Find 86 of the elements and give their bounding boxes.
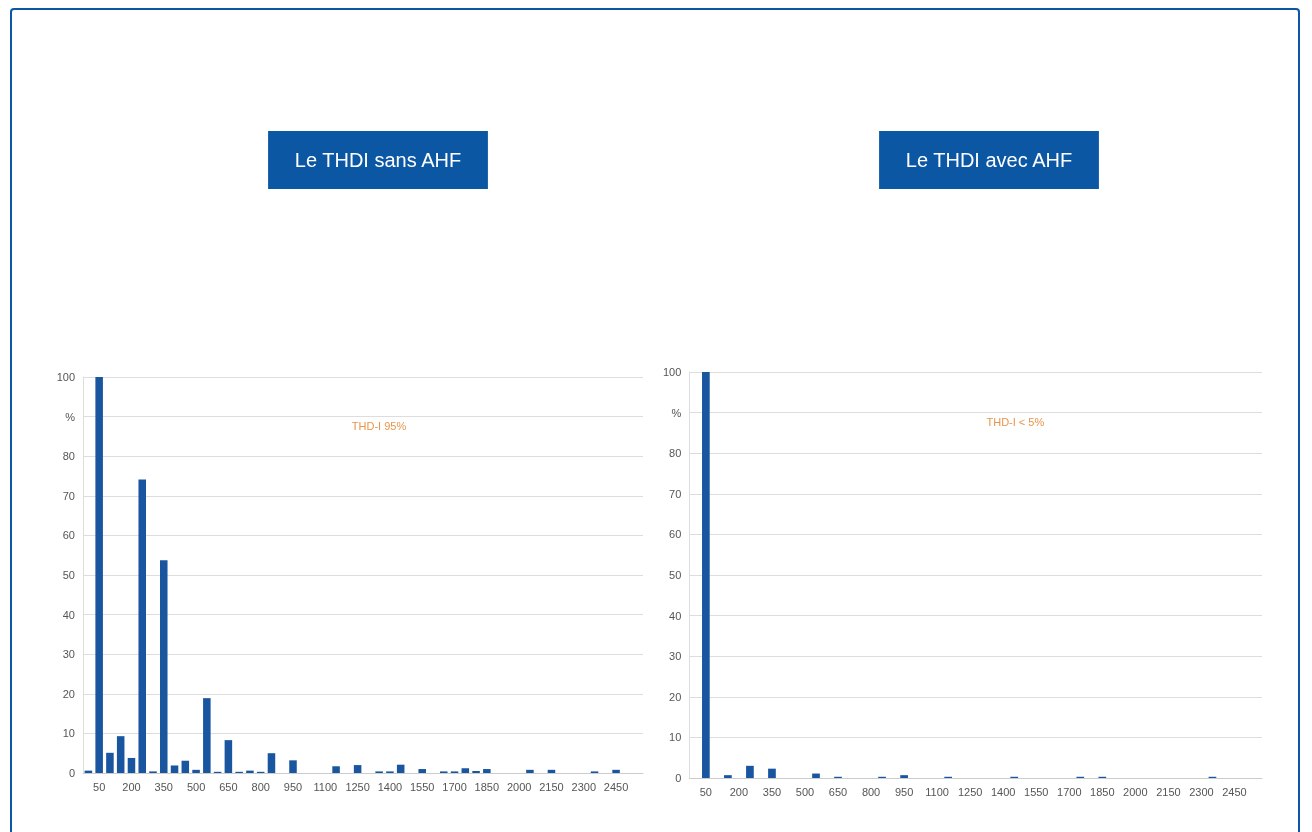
x-tick-label: 1400 bbox=[990, 785, 1016, 798]
annotation: THD-I 95% bbox=[351, 420, 407, 433]
bar bbox=[461, 768, 470, 773]
bar bbox=[203, 698, 211, 773]
bar bbox=[160, 560, 168, 773]
x-tick-label: 2300 bbox=[1189, 785, 1214, 798]
y-tick-label: 100 bbox=[662, 366, 682, 378]
x-tick-label: 2150 bbox=[1156, 785, 1181, 798]
y-tick-label: 50 bbox=[62, 569, 75, 581]
bar bbox=[702, 372, 710, 778]
x-tick-label: 800 bbox=[251, 780, 270, 793]
x-tick-label: 200 bbox=[122, 780, 141, 793]
bar bbox=[181, 760, 190, 773]
y-tick-label: 30 bbox=[669, 650, 682, 663]
bar bbox=[127, 757, 136, 773]
bar bbox=[746, 765, 754, 778]
x-tick-label: 950 bbox=[894, 785, 914, 798]
y-tick-label: 80 bbox=[62, 450, 75, 463]
bar bbox=[768, 768, 776, 778]
y-tick-label: 60 bbox=[669, 528, 682, 541]
x-tick-label: 500 bbox=[795, 785, 815, 798]
bar bbox=[192, 769, 200, 773]
chart-title: Le THDI sans AHF bbox=[294, 149, 462, 171]
x-tick-label: 350 bbox=[154, 780, 173, 793]
x-tick-label: 650 bbox=[828, 785, 848, 798]
x-tick-label: 1250 bbox=[957, 785, 983, 798]
bar bbox=[526, 769, 534, 773]
y-tick-label: 60 bbox=[62, 529, 75, 542]
y-tick-label: 70 bbox=[62, 489, 75, 502]
y-tick-label: 40 bbox=[669, 609, 682, 622]
x-tick-label: 1100 bbox=[925, 785, 949, 798]
x-tick-label: 1700 bbox=[1057, 785, 1082, 798]
x-tick-label: 1550 bbox=[1024, 785, 1049, 798]
x-tick-label: 2300 bbox=[571, 780, 597, 793]
y-tick-label: 20 bbox=[669, 690, 682, 703]
x-tick-label: 1850 bbox=[1090, 785, 1115, 798]
x-tick-label: 1850 bbox=[474, 780, 500, 793]
bar bbox=[224, 740, 233, 773]
x-tick-label: 500 bbox=[186, 780, 206, 793]
bar bbox=[900, 775, 908, 778]
bar bbox=[95, 377, 103, 773]
bar bbox=[289, 760, 297, 773]
x-tick-label: 2000 bbox=[506, 780, 532, 793]
bar bbox=[812, 773, 820, 778]
x-tick-label: 950 bbox=[283, 780, 303, 793]
x-tick-label: 650 bbox=[219, 780, 238, 793]
chart-title: Le THDI avec AHF bbox=[905, 149, 1073, 171]
bar bbox=[116, 736, 125, 773]
bar bbox=[267, 753, 276, 773]
bar bbox=[724, 775, 732, 778]
x-tick-label: 2450 bbox=[603, 780, 629, 793]
y-tick-label: 30 bbox=[62, 648, 75, 661]
x-tick-label: 50 bbox=[93, 780, 106, 793]
x-tick-label: 200 bbox=[729, 785, 749, 798]
bar bbox=[106, 752, 114, 773]
y-tick-label: 0 bbox=[68, 767, 75, 779]
y-tick-label: 10 bbox=[669, 731, 682, 744]
y-tick-label: 70 bbox=[669, 487, 682, 500]
x-tick-label: 800 bbox=[861, 785, 881, 798]
y-tick-label: 50 bbox=[669, 569, 682, 581]
x-tick-label: 1100 bbox=[313, 780, 338, 793]
bar bbox=[332, 766, 340, 773]
x-tick-label: 2000 bbox=[1123, 785, 1148, 798]
x-tick-label: 2150 bbox=[539, 780, 564, 793]
annotation: THD-I < 5% bbox=[986, 416, 1045, 429]
y-tick-label: 0 bbox=[675, 772, 682, 784]
bar bbox=[418, 769, 426, 773]
x-tick-label: 50 bbox=[699, 785, 712, 798]
bar bbox=[138, 479, 146, 773]
x-tick-label: 1250 bbox=[345, 780, 370, 793]
y-tick-label: 20 bbox=[62, 687, 75, 700]
y-tick-label: 100 bbox=[56, 371, 75, 383]
y-tick-label: % bbox=[671, 406, 682, 419]
x-tick-label: 1550 bbox=[409, 780, 435, 793]
bar bbox=[612, 769, 620, 773]
x-tick-label: 2450 bbox=[1222, 785, 1247, 798]
y-tick-label: % bbox=[65, 410, 76, 423]
y-tick-label: 40 bbox=[62, 608, 75, 621]
bar bbox=[483, 769, 491, 773]
x-tick-label: 1700 bbox=[442, 780, 467, 793]
bar bbox=[353, 765, 362, 773]
bar bbox=[170, 765, 179, 773]
x-tick-label: 1400 bbox=[377, 780, 403, 793]
y-tick-label: 80 bbox=[669, 447, 682, 460]
y-tick-label: 10 bbox=[62, 727, 75, 740]
x-tick-label: 350 bbox=[762, 785, 782, 798]
